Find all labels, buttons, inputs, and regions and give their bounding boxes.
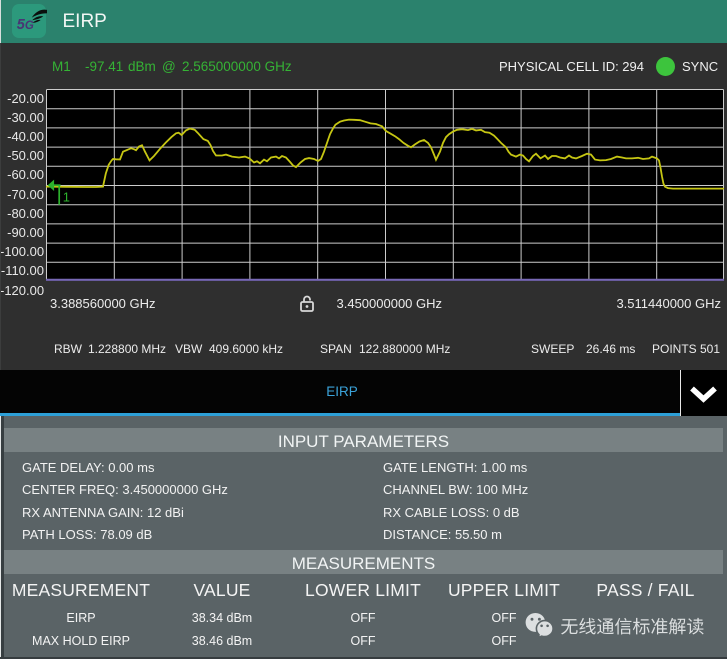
svg-text:1: 1	[63, 190, 70, 205]
svg-text:5G: 5G	[17, 17, 34, 33]
